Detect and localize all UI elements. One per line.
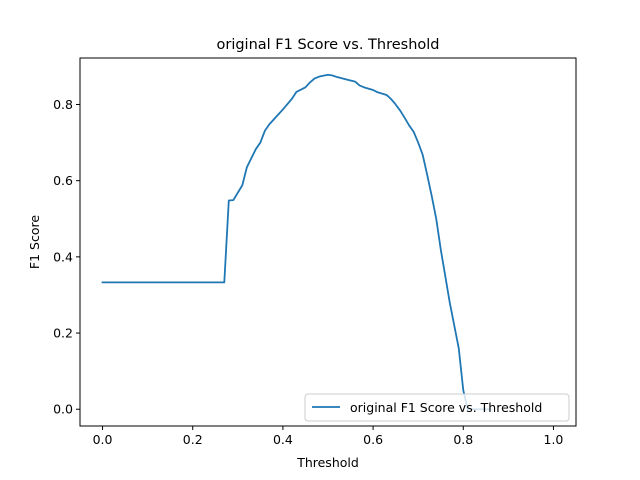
chart-title: original F1 Score vs. Threshold bbox=[216, 37, 439, 53]
x-axis-label: Threshold bbox=[296, 455, 359, 470]
x-tick-label: 1.0 bbox=[544, 432, 564, 447]
y-tick-label: 0.0 bbox=[53, 402, 73, 417]
x-tick-label: 0.0 bbox=[93, 432, 113, 447]
x-tick-label: 0.8 bbox=[453, 432, 473, 447]
x-tick-label: 0.2 bbox=[183, 432, 203, 447]
plot-frame bbox=[79, 57, 577, 427]
plot-area: 0.0 0.2 0.4 0.6 0.8 1.0 0.0 0.2 0.4 0.6 0.8 bbox=[53, 57, 577, 447]
series-line bbox=[101, 73, 492, 411]
legend: original F1 Score vs. Threshold bbox=[304, 393, 570, 422]
x-tick-label: 0.4 bbox=[273, 432, 293, 447]
legend-entry-label: original F1 Score vs. Threshold bbox=[350, 400, 542, 415]
x-tick-label: 0.6 bbox=[363, 432, 383, 447]
y-tick-label: 0.6 bbox=[53, 173, 73, 188]
y-axis-label: F1 Score bbox=[27, 215, 42, 269]
y-tick-label: 0.4 bbox=[53, 249, 73, 264]
y-tick-label: 0.2 bbox=[53, 326, 73, 341]
legend-box bbox=[304, 393, 570, 422]
y-tick-label: 0.8 bbox=[53, 97, 73, 112]
